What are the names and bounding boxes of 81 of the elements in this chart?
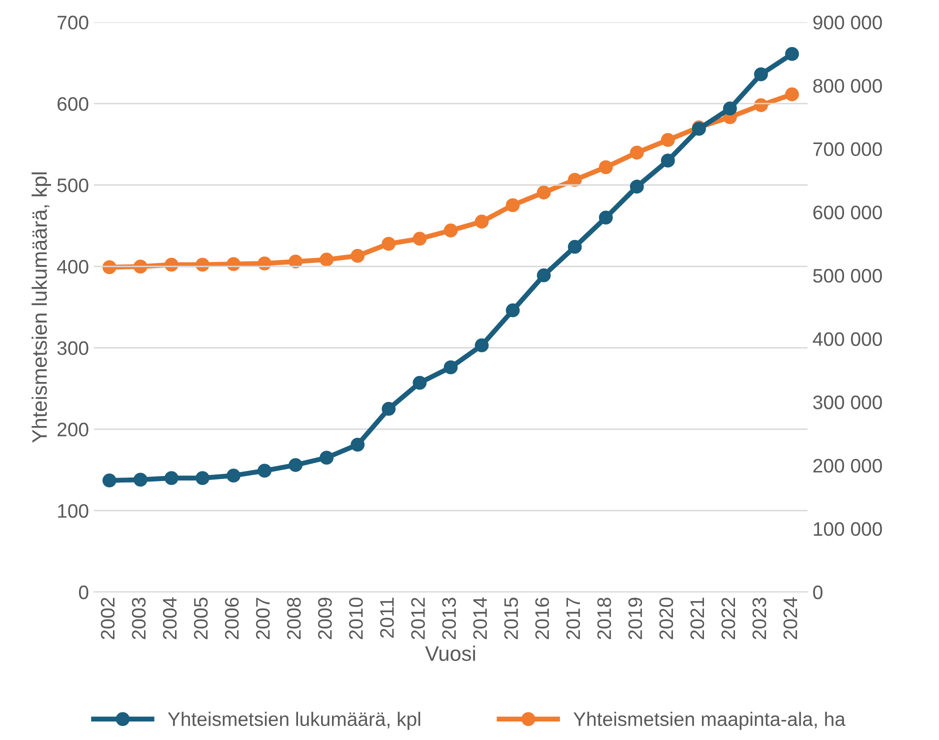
point (474, 338, 489, 352)
x-tick-label: 2007 (256, 598, 270, 640)
y-tick-label: 100 (58, 504, 88, 518)
point (785, 87, 799, 102)
point (474, 214, 489, 229)
point (660, 133, 675, 147)
x-tick-label: 2019 (628, 598, 642, 640)
point (350, 248, 365, 263)
point (382, 402, 396, 416)
x-tick-label: 2016 (535, 598, 550, 640)
y2-tick-label: 500 000 (813, 268, 882, 283)
legend-label: Yhteismetsien lukumäärä, kpl (168, 712, 420, 730)
point (754, 67, 768, 82)
point (320, 252, 334, 267)
point (444, 360, 458, 374)
point (382, 236, 396, 251)
x-tick-label: 2018 (597, 598, 612, 640)
point (350, 438, 365, 452)
point (133, 472, 148, 487)
x-tick-label: 2002 (100, 598, 115, 640)
y-tick-label: 700 (58, 16, 88, 30)
point (598, 210, 613, 225)
point (785, 47, 799, 61)
point (164, 471, 178, 485)
x-tick-label: 2021 (690, 598, 704, 640)
x-tick-label: 2009 (318, 598, 332, 640)
point (288, 254, 303, 268)
y-tick-label: 300 (57, 341, 88, 356)
y2-tick-label: 200 000 (813, 458, 882, 473)
x-tick-label: 2012 (411, 598, 425, 640)
point (258, 464, 272, 478)
point (630, 180, 644, 194)
point (320, 450, 334, 465)
y2-tick-label: 600 000 (813, 206, 882, 220)
y2-tick-label: 700 000 (813, 142, 882, 156)
point (723, 102, 737, 116)
y-axis-title: Yhteismetsien lukumäärä, kpl (32, 172, 52, 443)
x-tick-label: 2011 (380, 598, 394, 638)
x-tick-label: 2020 (659, 598, 674, 640)
x-tick-label: 2024 (783, 597, 798, 640)
legend-label: Yhteismetsien maapinta-ala, ha (574, 712, 846, 730)
y2-tick-label: 900 000 (813, 16, 882, 30)
point (288, 458, 303, 472)
x-tick-label: 2023 (752, 598, 766, 640)
point (568, 240, 582, 254)
point (568, 172, 582, 187)
y-tick-label: 400 (57, 260, 88, 274)
y-tick-label: 0 (78, 585, 88, 600)
point (630, 146, 644, 160)
y2-tick-label: 400 000 (812, 332, 882, 346)
y-tick-label: 500 (57, 178, 88, 192)
point (444, 224, 458, 238)
x-tick-label: 2014 (473, 597, 487, 640)
y2-tick-label: 300 000 (813, 396, 882, 410)
x-tick-label: 2015 (504, 598, 518, 640)
y2-tick-label: 800 000 (813, 78, 882, 93)
point (598, 160, 613, 174)
y2-tick-label: 100 000 (814, 522, 882, 536)
point (506, 198, 520, 212)
x-tick-label: 2013 (442, 598, 456, 640)
point (102, 474, 116, 488)
y-tick-label: 200 (58, 422, 88, 436)
point (660, 154, 675, 168)
point (412, 376, 427, 390)
x-tick-label: 2005 (194, 598, 208, 640)
y2-tick-label: 0 (813, 585, 822, 600)
x-tick-label: 2006 (224, 598, 239, 640)
point (506, 303, 520, 318)
x-tick-label: 2004 (162, 597, 177, 640)
y-tick-label: 600 (58, 97, 88, 111)
x-axis-title: Vuosi (425, 646, 475, 661)
x-tick-label: 2017 (566, 598, 580, 640)
x-tick-label: 2008 (287, 598, 301, 640)
x-tick-label: 2003 (132, 598, 146, 640)
x-tick-label: 2022 (721, 598, 736, 640)
point (536, 268, 551, 282)
point (196, 471, 210, 485)
point (226, 468, 240, 483)
x-tick-label: 2010 (349, 598, 363, 640)
point (536, 186, 551, 200)
point (412, 232, 427, 246)
